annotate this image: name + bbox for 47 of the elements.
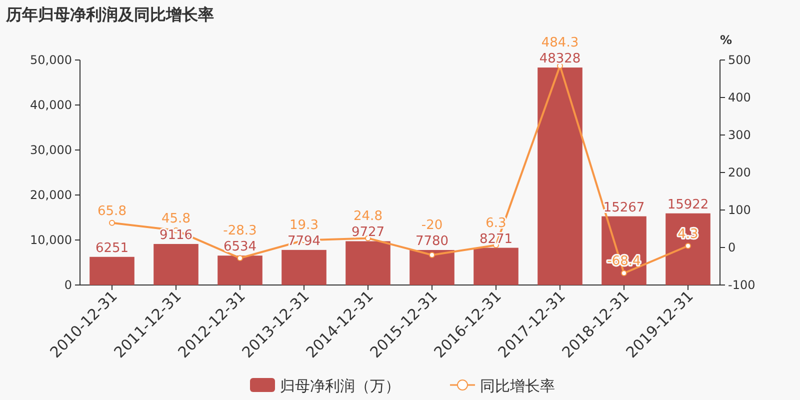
chart-title: 历年归母净利润及同比增长率	[5, 5, 214, 24]
point	[109, 220, 115, 226]
y-tick-label: 50,000	[30, 53, 72, 67]
bar	[218, 256, 262, 285]
data-label: 6251	[95, 240, 129, 256]
data-label: -28.3	[223, 224, 257, 239]
y-tick-label: 10,000	[30, 233, 72, 247]
bar	[538, 68, 582, 285]
data-label: 4.3	[678, 226, 698, 242]
y2-tick-label: 200	[728, 166, 751, 180]
data-label: 9727	[351, 225, 385, 240]
data-label: 24.8	[354, 209, 382, 224]
y2-axis-title: %	[720, 33, 732, 47]
data-label: 45.8	[162, 211, 190, 226]
legend-label: 归母净利润（万）	[280, 377, 400, 395]
y2-tick-label: 400	[728, 90, 751, 104]
data-label: 65.8	[98, 204, 126, 219]
y2-tick-label: 0	[728, 240, 736, 254]
bar	[474, 248, 518, 285]
bar	[666, 213, 710, 285]
bar	[282, 250, 326, 285]
y2-tick-label: 300	[728, 128, 751, 142]
data-label: 19.3	[290, 218, 318, 233]
data-label: 48328	[539, 52, 581, 67]
y2-tick-label: 100	[728, 203, 751, 217]
data-label: -20	[421, 218, 443, 233]
point	[237, 255, 243, 262]
data-label: 6534	[223, 240, 257, 255]
legend-label: 同比增长率	[480, 377, 555, 395]
point	[621, 270, 627, 276]
y2-tick-label: 500	[728, 53, 751, 67]
y-tick-label: 0	[64, 278, 72, 292]
point	[685, 242, 691, 249]
y2-tick-label: -100	[728, 278, 756, 292]
bar	[90, 256, 134, 285]
bar	[154, 244, 198, 285]
data-label: 15267	[603, 200, 645, 216]
data-label: 15922	[667, 197, 709, 212]
y-tick-label: 40,000	[30, 98, 72, 112]
y-tick-label: 30,000	[30, 143, 72, 157]
y-tick-label: 20,000	[30, 188, 72, 202]
data-label: 484.3	[541, 36, 579, 51]
bar	[410, 250, 454, 285]
data-label: 9116	[159, 228, 193, 243]
data-label: 7780	[415, 234, 449, 249]
bar	[346, 241, 390, 285]
point	[429, 252, 435, 258]
